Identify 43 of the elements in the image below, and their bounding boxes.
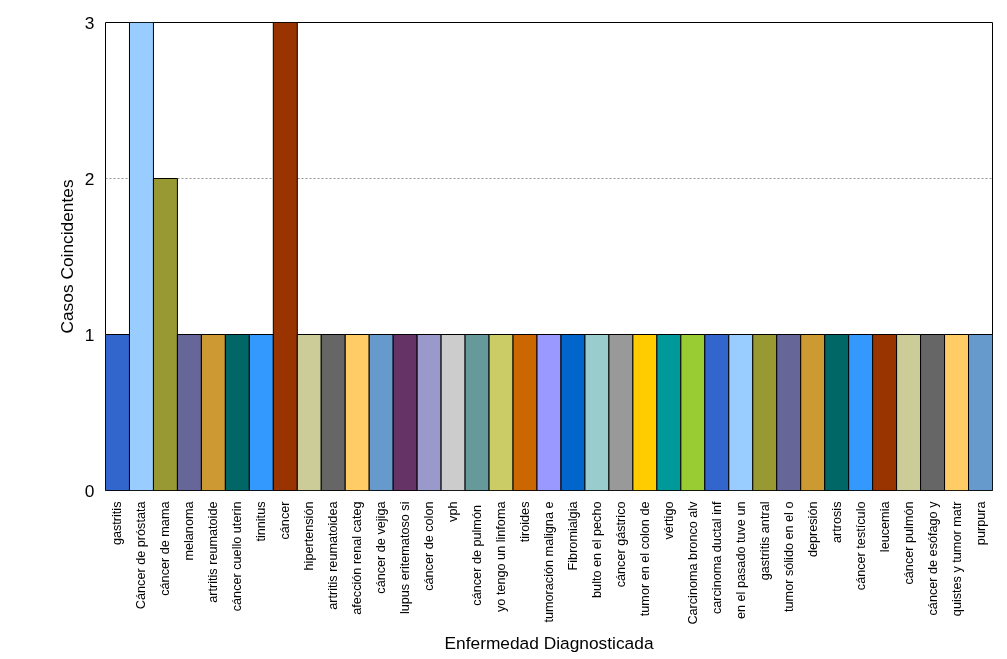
x-tick-label: Cáncer de próstata <box>134 500 149 610</box>
x-tick-label: Carcinoma bronco alv <box>685 500 700 625</box>
x-tick-label: cáncer testículo <box>853 501 868 591</box>
x-tick-label: leucemia <box>877 500 892 553</box>
y-tick-label: 3 <box>84 12 95 33</box>
x-tick-label: quistes y tumor matr <box>949 501 964 617</box>
x-tick-label: yo tengo un linfoma <box>494 500 509 612</box>
x-tick-label: gastritis antral <box>757 501 772 581</box>
x-tick-label: artritis reumatoidea <box>326 500 341 610</box>
x-tick-label: artrosis <box>829 501 844 543</box>
x-tick-label: cáncer de colon <box>422 501 437 591</box>
x-tick-label: cáncer cuello uterin <box>230 501 245 612</box>
x-tick-label: en el pasado tuve un <box>733 501 748 620</box>
y-tick-label: 2 <box>84 168 95 189</box>
y-tick-label: 1 <box>84 324 95 345</box>
x-tick-label: lupus eritematoso si <box>398 501 413 615</box>
x-tick-label: cáncer de vejiga <box>374 500 389 594</box>
x-tick-label: tumoración maligna e <box>542 501 556 623</box>
x-tick-label: Fibromialgia <box>565 500 580 571</box>
x-tick-label: vph <box>446 501 461 522</box>
x-tick-label: purpura <box>973 500 988 546</box>
x-tick-label: cáncer pulmón <box>901 501 916 585</box>
x-tick-label: vértigo <box>661 501 676 540</box>
x-tick-label: cáncer de mama <box>158 500 173 596</box>
x-tick-label: bulto en el pecho <box>589 501 604 598</box>
x-tick-label: cáncer de esófago y <box>925 500 940 616</box>
y-tick-label: 0 <box>84 480 95 501</box>
x-tick-label: tumor sólido en el o <box>781 501 796 612</box>
x-tick-label: tiroides <box>518 501 533 543</box>
x-tick-label: gastritis <box>110 501 125 546</box>
x-tick-label: cáncer de pulmón <box>470 505 485 606</box>
x-tick-label: cáncer gástrico <box>613 501 628 588</box>
x-tick-label: melanoma <box>182 500 197 561</box>
x-tick-label: afección renal categ <box>350 501 365 615</box>
y-axis-title: Casos Coincidentes <box>56 179 77 334</box>
x-tick-label: carcinoma ductal inf <box>709 501 724 615</box>
x-tick-label: tinnitus <box>254 501 269 542</box>
x-axis-title: Enfermedad Diagnosticada <box>444 632 654 653</box>
x-tick-label: artritis reumatoide <box>206 501 221 603</box>
x-tick-label: hipertensión <box>302 501 317 571</box>
x-tick-label: tumor en el colon de <box>637 501 652 617</box>
x-tick-label: cáncer <box>278 501 293 540</box>
x-tick-label: depresión <box>805 501 820 558</box>
